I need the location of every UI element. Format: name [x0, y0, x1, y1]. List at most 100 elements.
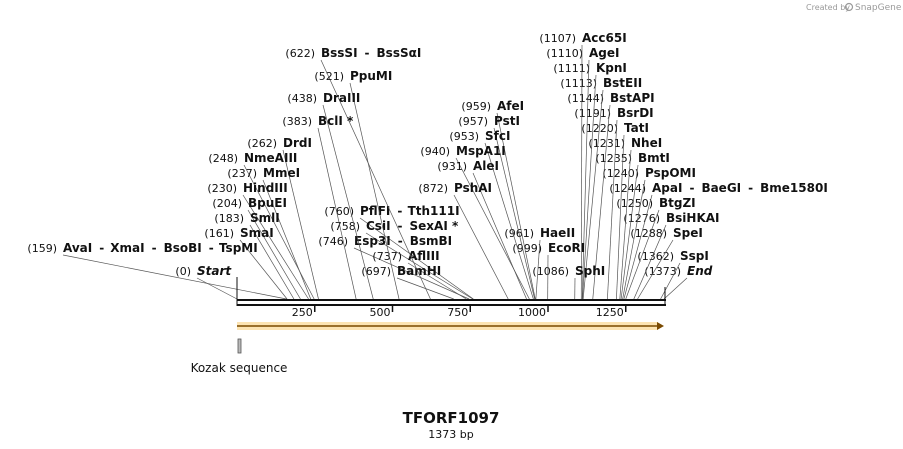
cut-site-names: PspOMI	[645, 166, 696, 180]
cut-site-leader	[247, 209, 301, 300]
cut-site-sphi[interactable]: (1086) SphI	[532, 264, 605, 300]
cut-site-mmei[interactable]: (237) MmeI	[227, 166, 312, 300]
cut-site-names: AfeI	[497, 99, 524, 113]
cut-site-position: (521)	[314, 70, 344, 83]
cut-site-names: BsrDI	[617, 106, 654, 120]
cut-site-avai[interactable]: (159) AvaI - XmaI - BsoBI - TspMI	[27, 241, 287, 300]
enzyme-name: ApaI	[652, 181, 682, 195]
cut-site-agei[interactable]: (1110) AgeI	[546, 46, 619, 300]
enzyme-name: AflIII	[408, 249, 440, 263]
cut-site-position: (1288)	[630, 227, 667, 240]
enzyme-name: AgeI	[589, 46, 619, 60]
cut-site-leader	[249, 224, 295, 300]
cut-site-hindiii[interactable]: (230) HindIII	[207, 181, 309, 300]
cut-site-smli[interactable]: (183) SmlI	[214, 211, 295, 300]
cut-site-btgzi[interactable]: (1250) BtgZI	[616, 196, 696, 300]
cut-site-pflfi[interactable]: (760) PflFI - Tth111I	[324, 204, 474, 300]
cut-site-apai[interactable]: (1244) ApaI - BaeGI - Bme1580I	[609, 181, 828, 300]
cut-site-position: (940)	[420, 145, 450, 158]
cut-site-names: End	[687, 264, 713, 278]
name-separator: -	[397, 204, 402, 218]
cut-site-bsssi[interactable]: (622) BssSI - BssSαI	[285, 46, 431, 300]
cut-site-bsteii[interactable]: (1113) BstEII	[560, 76, 642, 300]
cut-site-leader	[262, 179, 312, 300]
cut-site-drdi[interactable]: (262) DrdI	[247, 136, 319, 300]
name-separator: -	[209, 241, 214, 255]
cut-site-leader	[535, 239, 541, 300]
enzyme-name: AvaI	[63, 241, 92, 255]
cut-site-bsihkai[interactable]: (1276) BsiHKAI	[623, 211, 720, 300]
enzyme-name: BtgZI	[659, 196, 696, 210]
cut-site-position: (1362)	[637, 250, 674, 263]
enzyme-name: SpeI	[673, 226, 703, 240]
enzyme-name: BssSI	[321, 46, 358, 60]
cut-site-afei[interactable]: (959) AfeI	[461, 99, 536, 300]
cut-site-ppumi[interactable]: (521) PpuMI	[314, 69, 400, 300]
cut-site-leader	[663, 277, 688, 300]
cut-site-position: (1240)	[602, 167, 639, 180]
cut-site-start[interactable]: (0) Start	[175, 264, 238, 300]
cut-site-leader	[353, 247, 470, 300]
cut-site-tati[interactable]: (1220) TatI	[581, 121, 649, 300]
cut-site-names: SpeI	[673, 226, 703, 240]
cut-site-acc65i[interactable]: (1107) Acc65I	[539, 31, 627, 300]
cut-site-end[interactable]: (1373) End	[644, 264, 713, 300]
cut-site-position: (438)	[287, 92, 317, 105]
cut-site-names: PshAI	[454, 181, 492, 195]
feature-orf[interactable]	[237, 322, 664, 330]
cut-site-position: (1244)	[609, 182, 646, 195]
enzyme-name: BsrDI	[617, 106, 654, 120]
enzyme-name: Bme1580I	[760, 181, 828, 195]
cut-site-smai[interactable]: (161) SmaI	[204, 226, 288, 300]
enzyme-name: BsoBI	[164, 241, 202, 255]
cut-site-alei[interactable]: (931) AleI	[437, 159, 527, 300]
cut-site-names: SmaI	[240, 226, 274, 240]
cut-site-names: DraIII	[323, 91, 360, 105]
cut-site-position: (204)	[212, 197, 242, 210]
cut-site-names: MmeI	[263, 166, 300, 180]
snapgene-logo-icon	[844, 2, 854, 12]
enzyme-name: BpuEI	[248, 196, 287, 210]
cut-site-pshai[interactable]: (872) PshAI	[418, 181, 509, 300]
enzyme-name: DrdI	[283, 136, 312, 150]
cut-site-position: (999)	[512, 242, 542, 255]
enzyme-name: Acc65I	[582, 31, 627, 45]
axis-tick-label: 500	[369, 306, 390, 319]
cut-site-names: PstI	[494, 114, 520, 128]
enzyme-name: Tth111I	[408, 204, 460, 218]
cut-site-spei[interactable]: (1288) SpeI	[630, 226, 703, 300]
cut-site-position: (1250)	[616, 197, 653, 210]
cut-site-csii[interactable]: (758) CsiI - SexAI *	[330, 219, 473, 300]
enzyme-name: End	[687, 264, 713, 278]
name-separator: -	[152, 241, 157, 255]
cut-site-psti[interactable]: (957) PstI	[458, 114, 535, 300]
cut-site-bcli[interactable]: (383) BclI *	[282, 114, 357, 300]
cut-site-bsrdi[interactable]: (1191) BsrDI	[574, 106, 654, 300]
kozak-box	[237, 338, 242, 354]
name-separator: -	[99, 241, 104, 255]
name-separator: -	[398, 234, 403, 248]
cut-site-kpni[interactable]: (1111) KpnI	[553, 61, 627, 300]
cut-site-bamhi[interactable]: (697) BamHI	[361, 264, 454, 300]
enzyme-name: BsiHKAI	[666, 211, 720, 225]
cut-site-leader	[320, 59, 431, 300]
cut-site-pspomi[interactable]: (1240) PspOMI	[602, 166, 696, 300]
cut-site-bpuei[interactable]: (204) BpuEI	[212, 196, 301, 300]
cut-site-sfci[interactable]: (953) SfcI	[449, 129, 534, 300]
cut-site-mspa1i[interactable]: (940) MspA1I	[420, 144, 530, 300]
cut-site-afliii[interactable]: (737) AflIII	[372, 249, 467, 300]
feature-kozak-sequence[interactable]: Kozak sequence	[191, 338, 288, 375]
enzyme-name: NheI	[631, 136, 662, 150]
cut-site-leader	[196, 277, 238, 300]
cut-site-haeii[interactable]: (961)HaeII	[504, 226, 575, 300]
enzyme-name: XmaI	[110, 241, 144, 255]
cut-site-leader	[637, 239, 674, 300]
cut-site-names: BsiHKAI	[666, 211, 720, 225]
cut-site-draiii[interactable]: (438) DraIII	[287, 91, 374, 300]
cut-site-position: (1235)	[595, 152, 632, 165]
cut-site-nmeaiii[interactable]: (248) NmeAIII	[208, 151, 315, 300]
cut-site-ecori[interactable]: (999) EcoRI	[512, 241, 585, 300]
cut-site-names: CsiI - SexAI *	[366, 219, 459, 233]
cut-site-esp3i[interactable]: (746) Esp3I - BsmBI	[318, 234, 470, 300]
cut-site-leader	[580, 44, 583, 300]
